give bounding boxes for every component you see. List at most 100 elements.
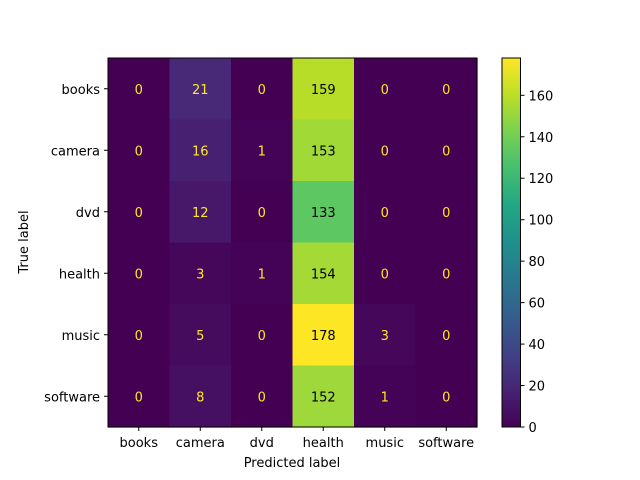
x-tick-label: software [418,436,474,451]
heatmap-cell [169,304,232,367]
heatmap-cell [415,58,478,121]
cell-value: 0 [381,83,389,98]
heatmap-cell [354,58,417,121]
y-tick-label: health [59,267,100,282]
x-axis-label: Predicted label [244,456,341,471]
cell-value: 0 [135,206,143,221]
cell-value: 0 [442,329,450,344]
heatmap-cell [108,58,171,121]
y-axis: books camera dvd health music software [44,83,108,405]
heatmap-cell [292,242,355,305]
cell-value: 3 [381,329,389,344]
x-tick-label: books [120,436,159,451]
x-axis: books camera dvd health music software [120,427,474,451]
colorbar-tick-label: 20 [529,380,546,395]
cell-value: 0 [135,267,143,282]
plot-frame [107,57,478,428]
heatmap-cell [169,365,232,428]
cell-value: 12 [192,206,209,221]
y-tick-label: software [44,390,100,405]
colorbar-frame [501,57,521,428]
cell-value: 0 [442,390,450,405]
x-tick-label: dvd [250,436,274,451]
heatmap-cell [169,242,232,305]
colorbar-tick-label: 40 [529,338,546,353]
cell-value: 133 [311,206,336,221]
x-tick-label: music [366,436,404,451]
heatmap-cell [292,365,355,428]
cell-value: 178 [311,329,336,344]
cell-value: 0 [442,206,450,221]
heatmap-cell [292,181,355,244]
heatmap-cell [231,119,294,182]
heatmap-cell [415,365,478,428]
heatmap-cell [169,181,232,244]
heatmap-cell [231,304,294,367]
x-tick-label: camera [176,436,225,451]
colorbar-tick-label: 140 [529,131,554,146]
heatmap-cell [169,119,232,182]
heatmap-cell [108,304,171,367]
heatmap-cell [415,242,478,305]
cell-value: 5 [196,329,204,344]
colorbar-gradient [502,58,521,427]
cell-value: 0 [258,390,266,405]
cell-value: 1 [258,144,266,159]
cell-value: 154 [311,267,336,282]
heatmap-cells [108,58,478,428]
heatmap-cell [108,365,171,428]
heatmap-cell [292,304,355,367]
cell-value: 8 [196,390,204,405]
cell-value: 0 [381,144,389,159]
heatmap-cell [108,181,171,244]
colorbar-tick-label: 0 [529,421,537,436]
cell-value: 0 [442,144,450,159]
heatmap-cell [415,304,478,367]
colorbar-tick-label: 160 [529,89,554,104]
cell-value: 0 [258,206,266,221]
cell-value: 0 [135,390,143,405]
cell-value: 0 [135,329,143,344]
colorbar-tick-label: 100 [529,214,554,229]
heatmap-cell [108,242,171,305]
cell-value: 3 [196,267,204,282]
y-tick-label: music [62,329,100,344]
cell-value: 1 [381,390,389,405]
heatmap-cell [415,119,478,182]
heatmap-cell [169,58,232,121]
heatmap-cell [354,304,417,367]
heatmap-cell [354,242,417,305]
cell-value: 16 [192,144,209,159]
cell-value: 0 [381,267,389,282]
y-tick-label: camera [51,144,100,159]
cell-value: 152 [311,390,336,405]
cell-value: 153 [311,144,336,159]
cell-value: 0 [135,144,143,159]
cell-value: 0 [442,267,450,282]
cell-value: 0 [258,329,266,344]
heatmap-cell [231,181,294,244]
heatmap-cell [231,58,294,121]
colorbar-tick-label: 80 [529,255,546,270]
heatmap-cell [108,119,171,182]
y-axis-label: True label [17,210,32,274]
heatmap-cell [354,181,417,244]
heatmap-cell [231,242,294,305]
colorbar: 0 20 40 60 80 100 120 140 160 [501,57,554,436]
x-tick-label: health [303,436,344,451]
cell-value: 1 [258,267,266,282]
cell-value: 0 [381,206,389,221]
y-tick-label: books [62,83,101,98]
heatmap-cell [354,365,417,428]
colorbar-tick-label: 120 [529,172,554,187]
heatmap-cell [292,119,355,182]
cell-value: 0 [135,83,143,98]
heatmap-cell [415,181,478,244]
cell-value: 0 [442,83,450,98]
cell-value-labels: 0 21 0 159 0 0 0 16 1 153 0 0 0 12 0 133 0 0 0 3 1 154 0 0 0 5 0 17… [135,83,451,406]
y-tick-label: dvd [76,206,100,221]
cell-value: 21 [192,83,209,98]
heatmap-cell [292,58,355,121]
colorbar-ticks: 0 20 40 60 80 100 120 140 160 [520,89,554,436]
